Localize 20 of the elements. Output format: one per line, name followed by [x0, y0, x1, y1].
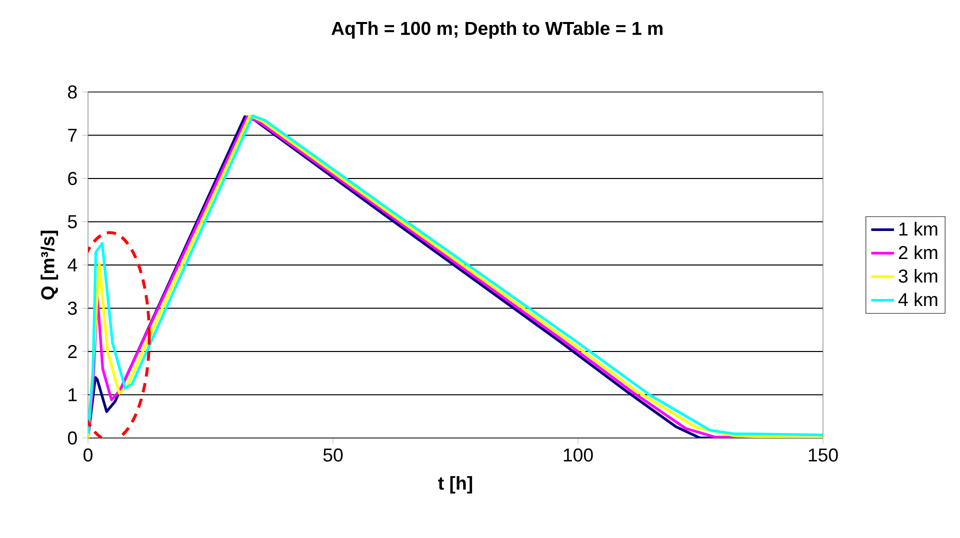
legend-label: 1 km [899, 222, 938, 236]
y-tick-label: 4 [68, 258, 78, 272]
y-tick-label: 7 [68, 128, 77, 142]
y-tick-label: 5 [68, 215, 77, 228]
legend-label: 2 km [898, 245, 938, 259]
y-tick-label: 1 [68, 388, 77, 402]
x-tick-label: 100 [564, 448, 593, 462]
y-tick-label: 2 [68, 344, 77, 358]
x-tick-label: 150 [808, 448, 838, 462]
y-tick-label: 8 [68, 85, 77, 99]
y-tick-label: 6 [68, 172, 77, 186]
legend-label: 3 km [898, 268, 938, 283]
chart-title: AqTh = 100 m; Depth to WTable = 1 m [332, 21, 662, 39]
x-tick-label: 0 [84, 448, 92, 462]
y-tick-label: 0 [68, 431, 77, 445]
y-axis-title: Q [m³/s] [40, 230, 58, 300]
x-axis-title: t [h] [438, 476, 472, 494]
legend-label: 4 km [898, 292, 938, 306]
y-tick-label: 3 [68, 302, 77, 315]
x-tick-label: 50 [323, 448, 343, 462]
